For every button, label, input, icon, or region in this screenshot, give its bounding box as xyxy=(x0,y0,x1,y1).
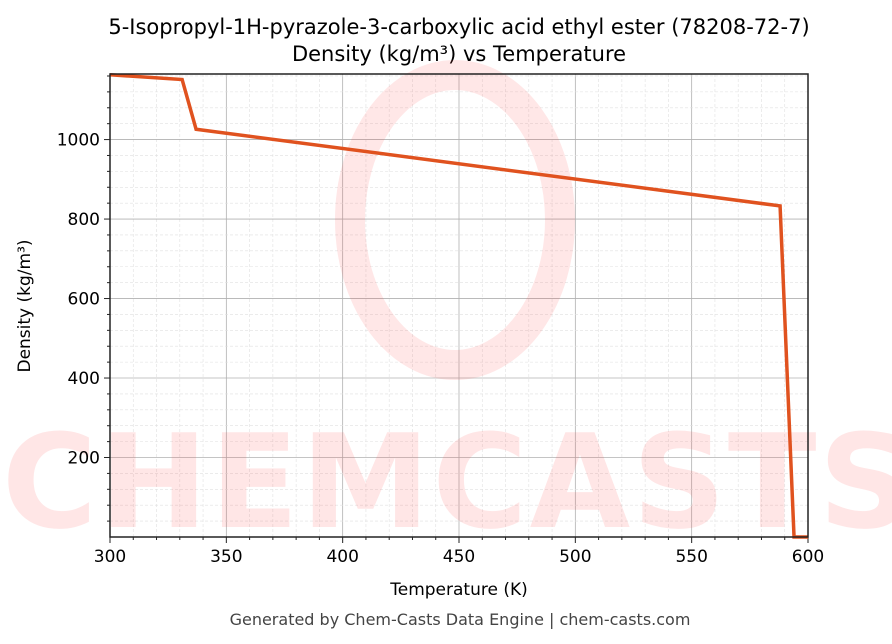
grid xyxy=(109,74,809,537)
y-tick-label: 200 xyxy=(68,449,100,469)
chart-subtitle: Density (kg/m³) vs Temperature xyxy=(292,42,626,66)
x-tick-label: 300 xyxy=(94,547,126,567)
x-tick-label: 450 xyxy=(443,547,475,567)
y-tick-label: 600 xyxy=(68,290,100,310)
y-axis-label: Density (kg/m³) xyxy=(15,239,35,372)
chart-title: 5-Isopropyl-1H-pyrazole-3-carboxylic aci… xyxy=(108,15,809,39)
x-tick-label: 400 xyxy=(326,547,358,567)
watermark: CHEMCASTS xyxy=(2,60,892,558)
x-tick-label: 500 xyxy=(559,547,591,567)
watermark-text: CHEMCASTS xyxy=(2,406,892,558)
y-tick-label: 800 xyxy=(68,210,100,230)
ticks: 300 350 400 450 500 550 600 200 400 600 800 1000 xyxy=(57,75,824,567)
y-tick-label: 400 xyxy=(68,369,100,389)
x-tick-label: 550 xyxy=(675,547,707,567)
x-tick-label: 350 xyxy=(210,547,242,567)
y-tick-label: 1000 xyxy=(57,131,100,151)
plot-frame xyxy=(109,73,809,538)
footer-credit: Generated by Chem-Casts Data Engine | ch… xyxy=(230,610,691,629)
x-tick-label: 600 xyxy=(792,547,824,567)
x-axis-label: Temperature (K) xyxy=(389,580,528,600)
